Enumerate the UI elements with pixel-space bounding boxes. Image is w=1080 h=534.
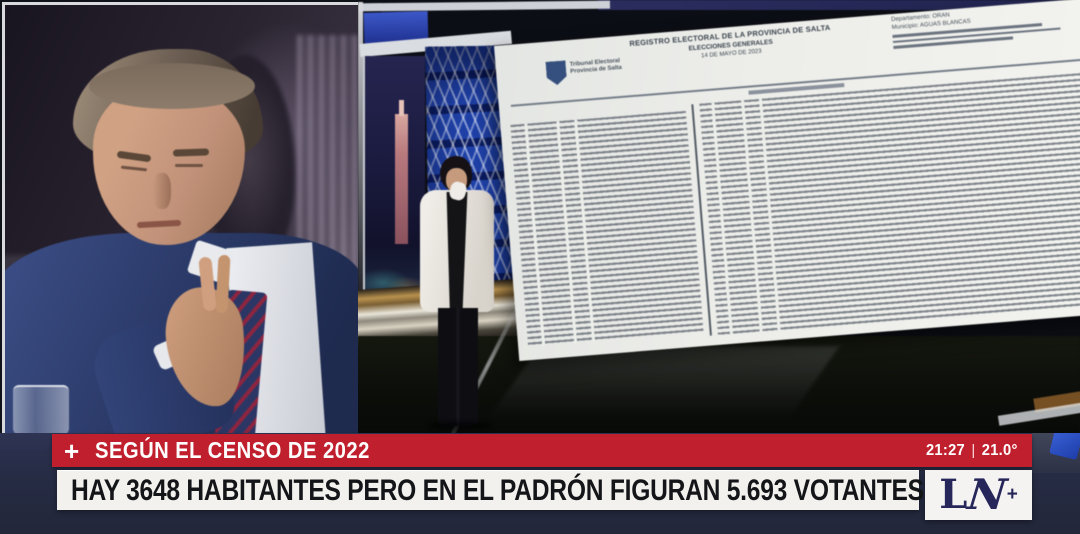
kicker-text: SEGÚN EL CENSO DE 2022 [95, 437, 370, 463]
headline-text: HAY 3648 HABITANTES PERO EN EL PADRÓN FI… [71, 473, 924, 507]
presenter-black-top [446, 192, 468, 308]
voter-list-table [510, 72, 1080, 350]
logo-letter-n: N [965, 470, 1010, 519]
anchor-nose [153, 173, 171, 209]
anchor-face [93, 83, 245, 245]
plus-icon: + [64, 435, 80, 466]
clock-time: 21:27 [926, 441, 966, 459]
anchor-eye-right [175, 164, 203, 167]
presenter-shadow [428, 422, 492, 430]
city-lights [365, 246, 425, 292]
ceiling-white-strip [358, 0, 611, 12]
headline-banner: HAY 3648 HABITANTES PERO EN EL PADRÓN FI… [57, 470, 924, 510]
anchor-video-shot [2, 2, 370, 433]
clock-display: 21:27 | 21.0° [926, 442, 1018, 460]
tribunal-shield-icon [545, 60, 567, 86]
kicker-banner: + SEGÚN EL CENSO DE 2022 21:27 | 21.0° [52, 434, 1032, 467]
anchor-eyebrow-right [172, 148, 210, 157]
ceiling-navy-strip [598, 0, 1080, 10]
logo-letter-l: L [939, 471, 968, 518]
studio-presenter [412, 156, 508, 432]
studio-video-shot: Tribunal Electoral Provincia de Salta RE… [358, 0, 1080, 433]
video-area: Tribunal Electoral Provincia de Salta RE… [0, 0, 1080, 433]
channel-logo-box: L N + [925, 470, 1032, 520]
logo-plus-icon: + [1006, 484, 1018, 505]
city-tower-screen [363, 56, 425, 292]
electoral-register-screen: Tribunal Electoral Provincia de Salta RE… [494, 0, 1080, 361]
clock-separator: | [971, 442, 976, 459]
document-title-block: REGISTRO ELECTORAL DE LA PROVINCIA DE SA… [590, 20, 871, 68]
tower-silhouette [395, 114, 408, 244]
anchor-scene [5, 5, 367, 433]
studio-scene: Tribunal Electoral Provincia de Salta RE… [358, 0, 1080, 433]
anchor-hair-fringe [89, 63, 255, 109]
voter-rows-right-column [699, 72, 1080, 335]
water-glass [13, 385, 69, 433]
left-frame-strip [358, 2, 363, 332]
voter-rows-left-column [510, 110, 704, 347]
tower-tip [399, 100, 404, 116]
clock-temperature: 21.0° [982, 441, 1018, 459]
presenter-black-pants [438, 308, 478, 426]
